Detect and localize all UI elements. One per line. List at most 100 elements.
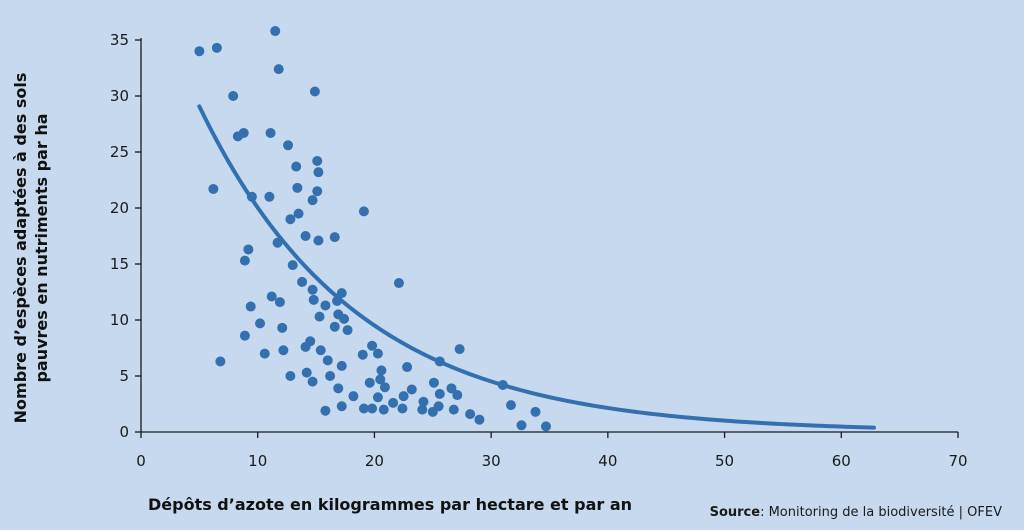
y-tick-label: 30 xyxy=(110,87,129,105)
data-point xyxy=(312,155,323,166)
data-point xyxy=(336,288,347,299)
source-text: : Monitoring de la biodiversité | OFEV xyxy=(760,505,1002,520)
data-point xyxy=(465,409,476,420)
data-point xyxy=(428,377,439,388)
data-point xyxy=(336,360,347,371)
data-point xyxy=(393,278,404,289)
data-point xyxy=(516,420,527,431)
x-tick-label: 50 xyxy=(715,452,734,470)
source-label: Source xyxy=(710,505,761,520)
data-point xyxy=(307,195,318,206)
data-point xyxy=(320,405,331,416)
data-point xyxy=(376,365,387,376)
data-point xyxy=(285,214,296,225)
y-tick-label: 15 xyxy=(110,255,129,273)
data-point xyxy=(348,391,359,402)
data-point xyxy=(307,376,318,387)
data-point xyxy=(255,318,266,329)
y-tick-label: 10 xyxy=(110,311,129,329)
data-point xyxy=(243,244,254,255)
data-point xyxy=(375,374,386,385)
data-point xyxy=(452,390,463,401)
data-point xyxy=(272,237,283,248)
y-tick-label: 25 xyxy=(110,143,129,161)
data-point xyxy=(342,325,353,336)
data-point xyxy=(239,330,250,341)
data-point xyxy=(285,371,296,381)
exponential-trend-line xyxy=(197,104,876,430)
data-point xyxy=(264,191,275,202)
data-point xyxy=(301,367,312,378)
data-point xyxy=(427,406,438,417)
data-point xyxy=(434,388,445,399)
data-point xyxy=(266,291,277,302)
data-point xyxy=(308,294,319,305)
y-tick-label: 5 xyxy=(119,367,129,385)
data-point xyxy=(283,140,294,151)
data-point xyxy=(313,167,324,178)
x-tick-label: 60 xyxy=(832,452,851,470)
data-point xyxy=(357,349,368,360)
data-point xyxy=(329,321,340,332)
x-tick-label: 0 xyxy=(136,452,146,470)
data-point xyxy=(297,276,308,287)
y-axis-title-line1: Nombre d’espèces adaptées à des sols xyxy=(11,73,30,424)
data-point xyxy=(259,348,270,359)
data-point xyxy=(291,161,302,172)
y-tick-label: 35 xyxy=(110,31,129,49)
tick-labels: 0 10 20 30 40 50 60 70 0 5 10 15 20 25 30 35 xyxy=(110,31,968,470)
x-tick-label: 70 xyxy=(948,452,967,470)
data-point xyxy=(293,208,304,219)
data-point xyxy=(446,383,457,394)
data-point xyxy=(406,384,417,395)
data-point xyxy=(215,356,226,367)
x-tick-label: 20 xyxy=(365,452,384,470)
data-points xyxy=(194,26,551,432)
data-point xyxy=(238,127,249,138)
data-point xyxy=(336,401,347,412)
data-point xyxy=(277,322,288,333)
data-point xyxy=(339,313,350,324)
data-point xyxy=(307,284,318,295)
data-point xyxy=(278,345,289,356)
data-point xyxy=(417,404,428,415)
data-point xyxy=(358,403,369,414)
data-point xyxy=(208,183,219,194)
data-point xyxy=(372,348,383,359)
y-tick-label: 0 xyxy=(119,423,129,441)
data-point xyxy=(397,403,408,414)
data-point xyxy=(287,260,298,271)
trend-curve-layer xyxy=(197,104,876,430)
data-point xyxy=(270,26,281,37)
data-point xyxy=(313,235,324,246)
data-point xyxy=(273,64,284,75)
data-point xyxy=(309,86,320,97)
data-point xyxy=(332,295,343,306)
data-point xyxy=(325,371,336,381)
data-point xyxy=(228,91,239,101)
x-tick-label: 30 xyxy=(482,452,501,470)
data-point xyxy=(245,301,256,312)
source-note: Source: Monitoring de la biodiversité | … xyxy=(710,505,1003,520)
data-point xyxy=(274,297,285,308)
data-point xyxy=(292,182,303,193)
data-point xyxy=(448,404,459,415)
data-point xyxy=(378,404,389,415)
data-point xyxy=(402,362,413,373)
data-point xyxy=(474,414,485,425)
data-point xyxy=(246,191,257,202)
data-point xyxy=(265,127,276,138)
data-point xyxy=(530,406,541,417)
data-point xyxy=(505,400,516,411)
data-point xyxy=(358,206,369,217)
y-axis-title-line2: pauvres en nutriments par ha xyxy=(32,113,51,382)
data-point xyxy=(541,421,551,432)
data-point xyxy=(454,344,465,355)
data-point xyxy=(314,311,325,322)
data-point xyxy=(194,46,205,57)
data-point xyxy=(388,397,399,408)
data-point xyxy=(398,391,409,402)
data-point xyxy=(211,42,222,53)
x-axis-title: Dépôts d’azote en kilogrammes par hectar… xyxy=(148,495,632,514)
data-point xyxy=(322,355,333,366)
